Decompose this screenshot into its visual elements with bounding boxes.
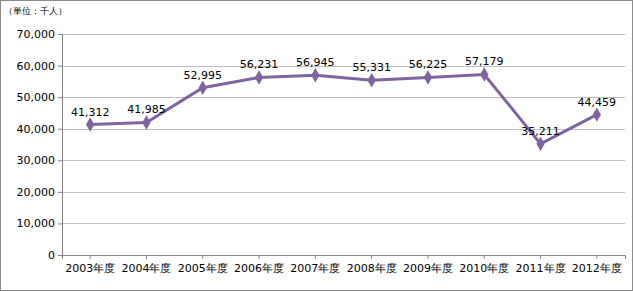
marker [367,73,375,87]
y-tick-label: 20,000 [17,186,56,199]
data-label: 41,985 [127,103,166,116]
x-tick: 2006年度 [234,255,284,275]
grid-line [62,34,625,35]
data-label: 57,179 [465,55,504,68]
x-tick-label: 2010年度 [459,262,509,275]
y-tick-label: 60,000 [17,60,56,73]
chart-border [1,1,633,291]
grid [62,35,625,256]
x-tick: 2012年度 [572,255,622,275]
y-tick: 40,000 [17,123,63,136]
marker [142,115,150,129]
x-tick: 2004年度 [121,255,171,275]
y-tick-label: 70,000 [17,28,56,41]
marker [424,70,432,84]
y-tick-mark [58,66,62,67]
x-tick-label: 2011年度 [516,262,566,275]
chart: 0 10,000 20,000 30,000 40,000 50,000 60,000 70,… [0,0,633,291]
series-line [90,74,597,143]
x-tick-label: 2007年度 [290,262,340,275]
x-axis: 2003年度 2004年度 2005年度 2006年度 2007年度 2008年度 2009… [63,255,626,275]
data-label: 41,312 [71,106,110,119]
plot-area [86,67,601,151]
y-tick: 60,000 [17,60,63,73]
y-tick-mark [58,129,62,130]
x-tick-label: 2005年度 [178,262,228,275]
grid-line [62,160,625,161]
y-tick: 20,000 [17,186,63,199]
grid-line [62,66,625,67]
x-tick-label: 2008年度 [347,262,397,275]
y-tick-label: 40,000 [17,123,56,136]
x-tick: 2008年度 [347,255,397,275]
y-axis: 0 10,000 20,000 30,000 40,000 50,000 60,000 70,… [17,28,63,262]
data-label: 52,995 [184,69,223,82]
x-tick-mark [427,255,428,259]
data-label: 56,231 [240,58,279,71]
x-tick-mark [540,255,541,259]
data-labels: 41,312 41,985 52,995 56,231 56,945 55,331 56,2… [71,55,616,137]
x-tick-mark [90,255,91,259]
marker [593,107,601,121]
x-tick-mark [146,255,147,259]
x-tick-label: 2009年度 [403,262,453,275]
x-tick: 2005年度 [178,255,228,275]
marker [480,67,488,81]
x-tick-mark [202,255,203,259]
y-tick-mark [58,255,62,256]
y-tick-mark [58,192,62,193]
x-tick: 2007年度 [290,255,340,275]
marker [86,117,94,131]
x-tick-label: 2004年度 [121,262,171,275]
y-tick: 70,000 [17,28,63,41]
marker [199,80,207,94]
y-tick: 30,000 [17,154,63,167]
x-tick: 2011年度 [516,255,566,275]
y-tick-mark [58,34,62,35]
x-tick: 2009年度 [403,255,453,275]
y-tick-label: 30,000 [17,154,56,167]
x-tick-mark [315,255,316,259]
x-tick: 2010年度 [459,255,509,275]
data-label: 56,945 [296,56,335,69]
grid-line [62,192,625,193]
y-tick: 50,000 [17,91,63,104]
x-tick-label: 2003年度 [65,262,115,275]
x-tick-mark [371,255,372,259]
marker [255,70,263,84]
x-tick-label: 2012年度 [572,262,622,275]
y-axis-title: （単位：千人） [4,6,67,16]
y-tick-label: 10,000 [17,217,56,230]
data-label: 44,459 [578,96,617,109]
data-label: 35,211 [521,125,560,138]
x-tick: 2003年度 [65,255,115,275]
marker [536,137,544,151]
data-label: 55,331 [352,61,391,74]
x-tick-mark [484,255,485,259]
y-tick: 0 [48,249,62,262]
y-tick-label: 50,000 [17,91,56,104]
y-tick-label: 0 [48,249,55,262]
y-axis-line [58,35,63,256]
y-tick-mark [58,223,62,224]
y-tick: 10,000 [17,217,63,230]
x-axis-line [63,256,626,260]
y-tick-mark [58,97,62,98]
data-label: 56,225 [409,58,448,71]
grid-line [62,223,625,224]
x-tick-mark [596,255,597,259]
grid-line [62,97,625,98]
marker [311,68,319,82]
y-tick-mark [58,160,62,161]
x-tick-label: 2006年度 [234,262,284,275]
x-tick-mark [259,255,260,259]
